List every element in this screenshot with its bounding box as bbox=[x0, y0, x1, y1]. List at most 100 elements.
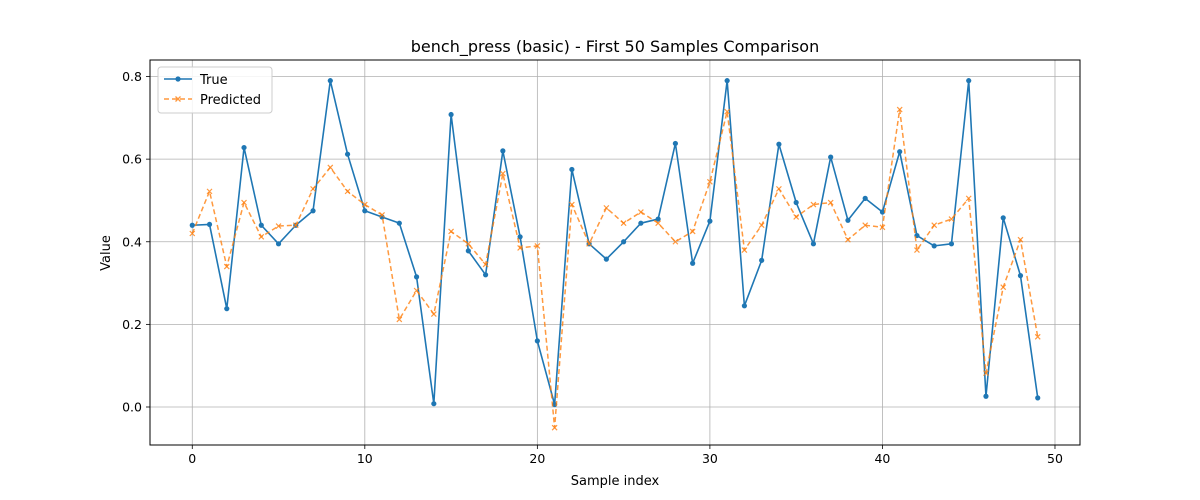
data-point-true bbox=[655, 216, 661, 222]
y-tick-label: 0.6 bbox=[122, 152, 142, 167]
data-point-true bbox=[431, 401, 437, 407]
data-point-true bbox=[690, 260, 696, 266]
data-point-predicted bbox=[896, 106, 903, 113]
data-point-predicted bbox=[568, 201, 575, 208]
data-point-true bbox=[793, 199, 799, 206]
data-point-true bbox=[862, 195, 868, 201]
y-tick-label: 0.0 bbox=[122, 399, 142, 414]
data-point-predicted bbox=[810, 201, 817, 208]
data-point-true bbox=[465, 248, 471, 254]
data-point-predicted bbox=[603, 204, 610, 211]
plot-area-frame bbox=[149, 59, 1081, 446]
data-point-true bbox=[983, 393, 989, 399]
data-point-predicted bbox=[758, 222, 765, 229]
data-point-predicted bbox=[706, 178, 713, 185]
data-point-predicted bbox=[689, 228, 696, 235]
data-point-predicted bbox=[741, 247, 748, 253]
legend-label-true: True bbox=[199, 73, 228, 88]
y-tick-label: 0.4 bbox=[122, 234, 142, 249]
data-point-true bbox=[897, 149, 903, 155]
data-point-true bbox=[310, 208, 316, 214]
chart-title: bench_press (basic) - First 50 Samples C… bbox=[411, 37, 819, 57]
legend: True Predicted bbox=[157, 66, 273, 114]
legend-marker-true bbox=[175, 76, 181, 82]
data-point-true bbox=[724, 78, 730, 84]
data-point-predicted bbox=[914, 247, 920, 253]
data-point-predicted bbox=[655, 220, 662, 227]
x-tick-label: 40 bbox=[874, 451, 890, 466]
data-point-true bbox=[534, 338, 540, 344]
data-point-true bbox=[517, 234, 523, 240]
data-point-predicted bbox=[879, 224, 886, 231]
data-point-predicted bbox=[482, 261, 489, 268]
data-point-predicted bbox=[223, 263, 230, 270]
data-point-predicted bbox=[448, 228, 455, 235]
data-point-true bbox=[327, 78, 333, 84]
x-tick-label: 0 bbox=[188, 451, 196, 466]
data-point-predicted bbox=[275, 223, 282, 229]
data-point-true bbox=[1035, 395, 1041, 401]
data-point-true bbox=[362, 208, 368, 214]
data-point-predicted bbox=[724, 108, 731, 115]
data-point-predicted bbox=[258, 233, 265, 240]
data-point-true bbox=[344, 151, 351, 157]
data-point-true bbox=[1017, 273, 1024, 279]
data-point-predicted bbox=[534, 242, 541, 249]
x-tick-label: 20 bbox=[529, 451, 545, 466]
x-tick-label: 30 bbox=[702, 451, 718, 466]
data-point-predicted bbox=[396, 316, 403, 323]
data-point-predicted bbox=[430, 311, 437, 317]
data-point-predicted bbox=[1034, 333, 1041, 340]
series-line-predicted bbox=[191, 108, 1039, 429]
data-point-predicted bbox=[517, 245, 524, 251]
data-point-true bbox=[448, 111, 454, 118]
data-point-true bbox=[241, 144, 247, 151]
data-point-true bbox=[759, 257, 765, 263]
data-point-true bbox=[224, 306, 230, 312]
series-line-true bbox=[192, 79, 1039, 406]
data-point-predicted bbox=[620, 220, 627, 227]
series-layer bbox=[189, 78, 1041, 431]
data-point-predicted bbox=[1017, 236, 1024, 243]
data-point-true bbox=[931, 243, 937, 249]
data-point-predicted bbox=[379, 211, 385, 218]
data-point-true bbox=[569, 166, 575, 173]
data-point-predicted bbox=[361, 201, 368, 208]
data-point-true bbox=[413, 274, 420, 280]
data-point-predicted bbox=[465, 240, 472, 247]
data-point-predicted bbox=[827, 199, 834, 206]
data-point-true bbox=[741, 303, 748, 309]
data-point-predicted bbox=[672, 238, 679, 245]
data-point-predicted bbox=[586, 240, 593, 247]
y-tick-label: 0.8 bbox=[122, 69, 142, 84]
x-tick-label: 10 bbox=[357, 451, 373, 466]
data-point-true bbox=[603, 256, 609, 262]
data-point-true bbox=[810, 241, 817, 247]
data-point-predicted bbox=[775, 185, 782, 192]
data-point-predicted bbox=[948, 216, 955, 222]
x-tick-label: 50 bbox=[1047, 451, 1063, 466]
data-point-true bbox=[845, 217, 851, 223]
data-point-true bbox=[396, 220, 402, 226]
data-point-true bbox=[189, 222, 195, 228]
data-point-true bbox=[1000, 215, 1006, 221]
data-point-true bbox=[948, 241, 955, 247]
data-point-true bbox=[621, 239, 627, 245]
data-point-true bbox=[879, 209, 886, 215]
data-point-predicted bbox=[931, 222, 938, 229]
data-point-true bbox=[966, 78, 972, 84]
legend-label-predicted: Predicted bbox=[200, 93, 261, 108]
y-tick-label: 0.2 bbox=[122, 317, 142, 332]
data-point-true bbox=[776, 141, 782, 147]
data-point-true bbox=[500, 148, 506, 154]
x-axis-label: Sample index bbox=[571, 474, 660, 489]
data-point-predicted bbox=[862, 222, 869, 229]
series-predicted bbox=[189, 106, 1041, 431]
data-point-true bbox=[275, 241, 282, 247]
data-point-true bbox=[482, 272, 489, 278]
data-point-true bbox=[828, 154, 834, 160]
data-point-predicted bbox=[983, 370, 989, 377]
data-point-predicted bbox=[793, 214, 800, 220]
data-point-predicted bbox=[241, 199, 247, 206]
data-point-predicted bbox=[292, 222, 299, 229]
